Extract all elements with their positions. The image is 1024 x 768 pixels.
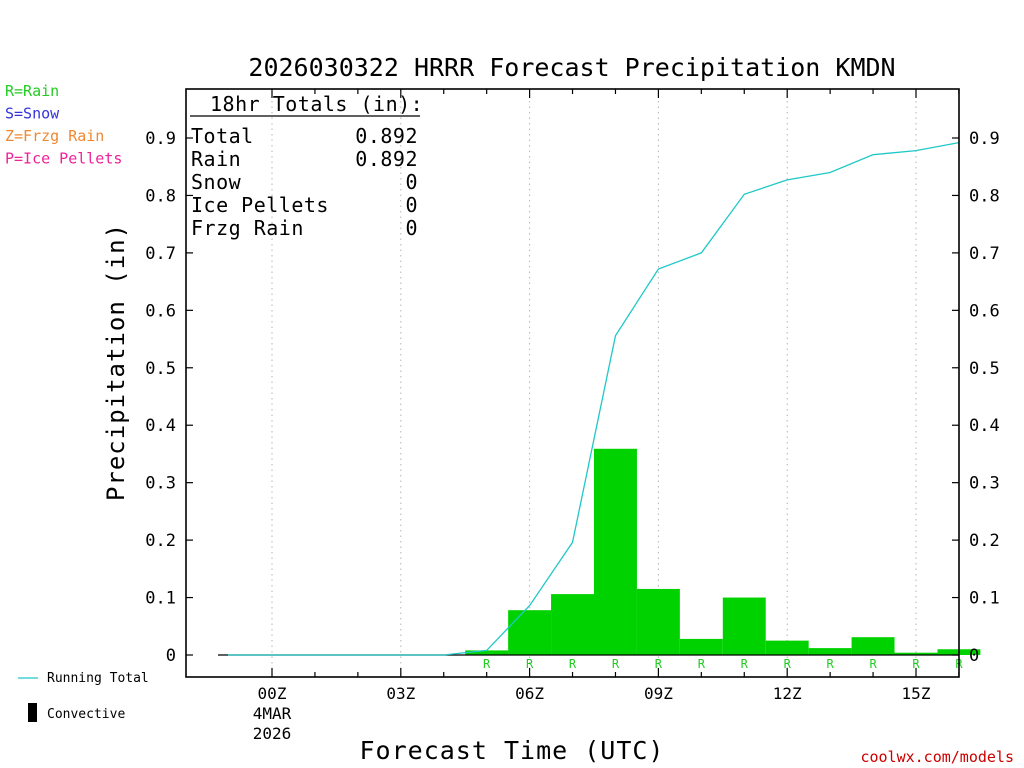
y-tick-label-left-5: 0.5 bbox=[145, 359, 176, 379]
y-tick-label-left-9: 0.9 bbox=[145, 129, 176, 149]
rain-bar-4 bbox=[636, 588, 680, 655]
totals-row-label-2: Snow bbox=[191, 170, 242, 194]
convective-legend-icon bbox=[28, 703, 37, 722]
ptype-legend-item-1: S=Snow bbox=[5, 105, 60, 123]
y-axis-label: Precipitation (in) bbox=[102, 223, 130, 501]
rain-bar-8 bbox=[808, 648, 852, 655]
y-tick-label-right-6: 0.6 bbox=[969, 301, 1000, 321]
totals-row-label-1: Rain bbox=[191, 147, 241, 171]
ptype-label-2: R bbox=[569, 657, 577, 671]
totals-row-value-2: 0 bbox=[405, 170, 418, 194]
ptype-label-8: R bbox=[827, 657, 835, 671]
ptype-label-0: R bbox=[483, 657, 491, 671]
rain-bar-1 bbox=[508, 610, 552, 655]
ptype-legend: R=Rain S=Snow Z=Frzg Rain P=Ice Pellets bbox=[5, 82, 122, 168]
totals-row-label-3: Ice Pellets bbox=[191, 193, 329, 217]
totals-heading: 18hr Totals (in): bbox=[210, 92, 423, 116]
rain-bar-5 bbox=[679, 638, 723, 655]
y-tick-label-left-7: 0.7 bbox=[145, 244, 176, 264]
x-tick-label-03z: 03Z bbox=[386, 684, 415, 703]
chart-title: 2026030322 HRRR Forecast Precipitation K… bbox=[248, 53, 895, 82]
y-tick-label-right-0: 0 bbox=[969, 646, 979, 666]
totals-row-value-0: 0.892 bbox=[355, 124, 418, 148]
ptype-legend-item-2: Z=Frzg Rain bbox=[5, 127, 104, 145]
credit-text: coolwx.com/models bbox=[860, 748, 1014, 766]
x-tick-label-09z: 09Z bbox=[644, 684, 673, 703]
totals-row-value-1: 0.892 bbox=[355, 147, 418, 171]
line-legend-label-1: Convective bbox=[47, 707, 125, 722]
ptype-label-6: R bbox=[741, 657, 749, 671]
y-tick-label-left-1: 0.1 bbox=[145, 589, 176, 609]
totals-row-label-4: Frzg Rain bbox=[191, 216, 304, 240]
y-tick-label-right-4: 0.4 bbox=[969, 416, 1000, 436]
y-tick-label-right-3: 0.3 bbox=[969, 474, 1000, 494]
x-axis-label: Forecast Time (UTC) bbox=[360, 736, 665, 765]
ptype-legend-item-3: P=Ice Pellets bbox=[5, 150, 122, 168]
x-tick-label-06z: 06Z bbox=[515, 684, 544, 703]
ptype-label-10: R bbox=[912, 657, 920, 671]
x-tick-label-00z: 00Z bbox=[258, 684, 287, 703]
x-tick-label-15z: 15Z bbox=[902, 684, 931, 703]
running-total-line bbox=[228, 141, 960, 656]
y-tick-label-left-6: 0.6 bbox=[145, 301, 176, 321]
ptype-label-9: R bbox=[869, 657, 877, 671]
rain-bar-2 bbox=[551, 594, 594, 655]
totals-row-value-4: 0 bbox=[405, 216, 418, 240]
rain-bar-0 bbox=[465, 650, 509, 655]
y-tick-label-right-8: 0.8 bbox=[969, 186, 1000, 206]
plot-frame bbox=[185, 88, 960, 678]
x-tick-label-12z: 12Z bbox=[773, 684, 802, 703]
y-tick-label-right-7: 0.7 bbox=[969, 244, 1000, 264]
totals-row-value-3: 0 bbox=[405, 193, 418, 217]
line-legend: Running Total Convective bbox=[18, 671, 149, 722]
ptype-label-3: R bbox=[612, 657, 620, 671]
y-tick-label-left-0: 0 bbox=[166, 646, 176, 666]
y-tick-label-left-2: 0.2 bbox=[145, 531, 176, 551]
y-tick-label-right-9: 0.9 bbox=[969, 129, 1000, 149]
y-tick-label-right-5: 0.5 bbox=[969, 359, 1000, 379]
rain-bar-10 bbox=[894, 652, 938, 655]
ptype-legend-item-0: R=Rain bbox=[5, 82, 59, 100]
ptype-label-7: R bbox=[784, 657, 792, 671]
ptype-label-5: R bbox=[698, 657, 706, 671]
totals-row-label-0: Total bbox=[191, 124, 254, 148]
rain-bar-6 bbox=[722, 597, 766, 655]
line-legend-label-0: Running Total bbox=[47, 671, 149, 686]
y-tick-label-left-3: 0.3 bbox=[145, 474, 176, 494]
plot-area: R R R R R R R R R R R R0 00.1 0.10.2 0.20.3 0.30.4 0.40.… bbox=[145, 88, 1000, 743]
ptype-label-1: R bbox=[526, 657, 534, 671]
ptype-label-4: R bbox=[655, 657, 663, 671]
y-tick-label-right-2: 0.2 bbox=[969, 531, 1000, 551]
y-tick-label-left-8: 0.8 bbox=[145, 186, 176, 206]
rain-bar-9 bbox=[851, 637, 895, 655]
x-date-label-day: 4MAR bbox=[253, 704, 292, 723]
x-date-label-year: 2026 bbox=[253, 724, 292, 743]
y-tick-label-right-1: 0.1 bbox=[969, 589, 1000, 609]
rain-bar-7 bbox=[765, 640, 809, 655]
y-tick-label-left-4: 0.4 bbox=[145, 416, 176, 436]
rain-bar-3 bbox=[594, 448, 637, 655]
